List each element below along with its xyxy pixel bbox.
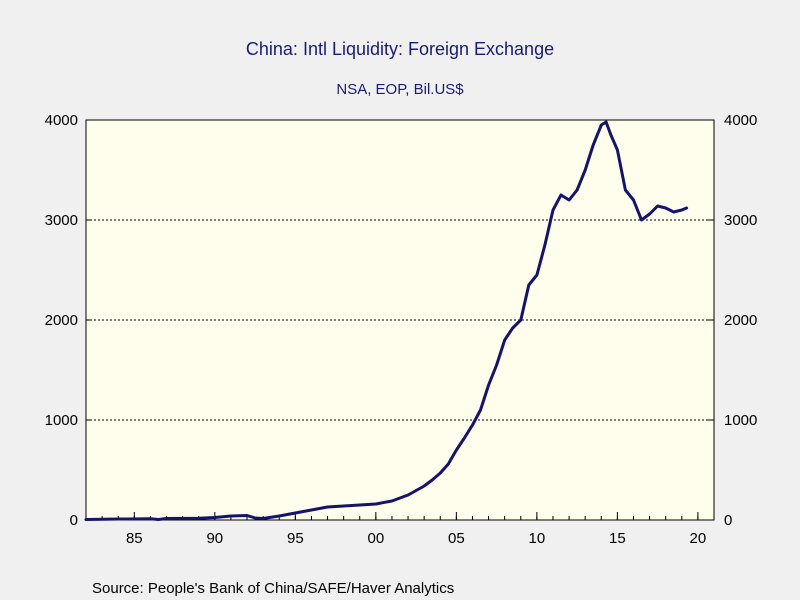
y-axis-left: 0 1000 2000 3000 4000 [45, 112, 92, 529]
y-tick-label-left: 1000 [45, 412, 78, 429]
y-tick-label-left: 2000 [45, 312, 78, 329]
y-tick-label-left: 4000 [45, 112, 78, 129]
y-tick-label-right: 4000 [724, 112, 757, 129]
x-tick-label: 10 [529, 530, 546, 547]
x-tick-label: 85 [126, 530, 143, 547]
x-tick-label: 15 [609, 530, 626, 547]
chart-title: China: Intl Liquidity: Foreign Exchange [246, 39, 554, 59]
x-tick-label: 00 [368, 530, 385, 547]
y-tick-label-right: 2000 [724, 312, 757, 329]
x-tick-label: 90 [206, 530, 223, 547]
source-note: Source: People's Bank of China/SAFE/Have… [92, 580, 454, 597]
y-tick-label-right: 3000 [724, 212, 757, 229]
y-tick-label-right: 1000 [724, 412, 757, 429]
y-tick-label-left: 3000 [45, 212, 78, 229]
series-line-0 [84, 120, 689, 521]
y-tick-label-right: 0 [724, 512, 732, 529]
y-axis-right: 0 1000 2000 3000 4000 [708, 112, 757, 529]
x-tick-label: 05 [448, 530, 465, 547]
series-group [84, 120, 689, 521]
x-tick-label: 95 [287, 530, 304, 547]
gridlines [86, 219, 714, 421]
y-tick-label-left: 0 [70, 512, 78, 529]
x-tick-label: 20 [690, 530, 707, 547]
chart-subtitle: NSA, EOP, Bil.US$ [336, 81, 464, 98]
